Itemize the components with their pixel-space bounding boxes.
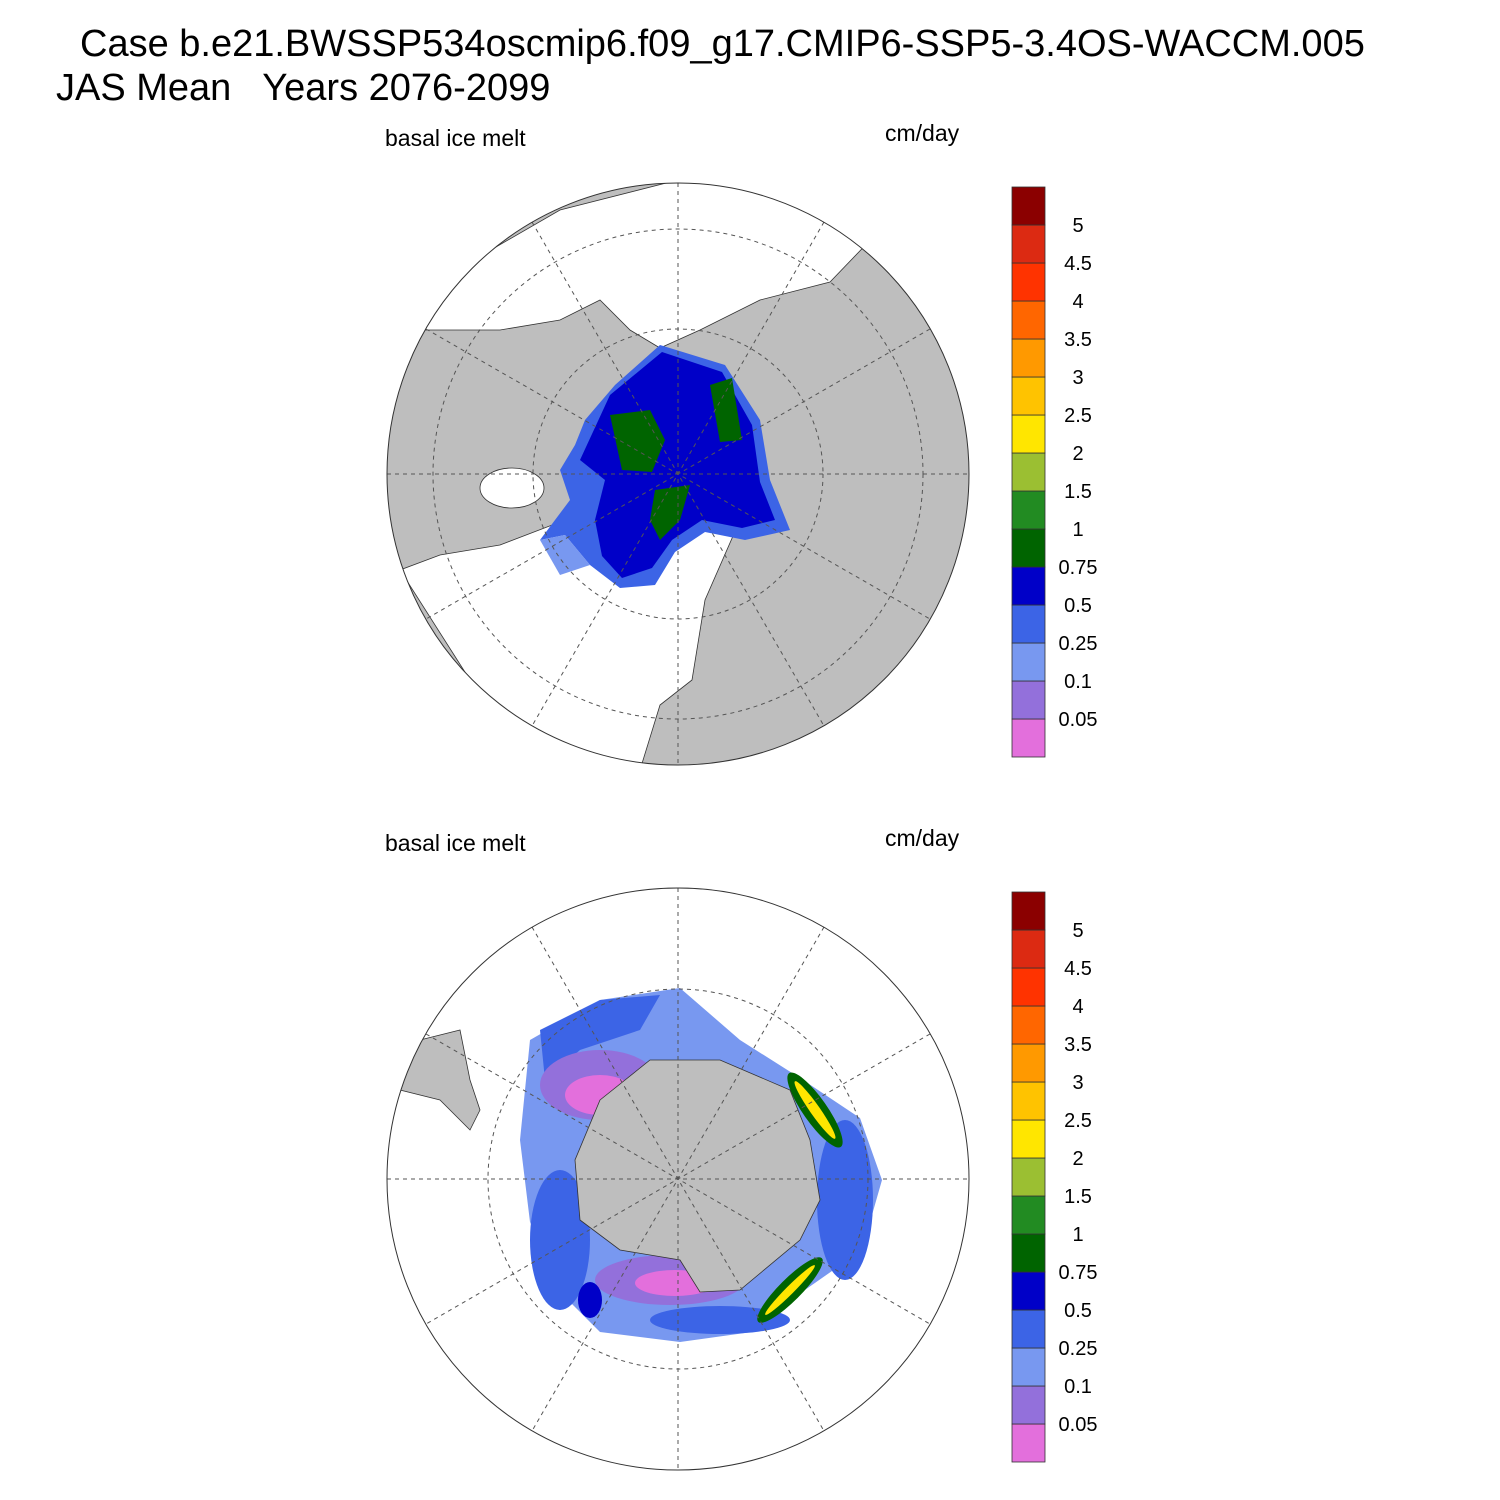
colorbar-label: 4.5 — [1064, 253, 1092, 275]
map-arctic — [387, 183, 969, 765]
colorbar-box — [1011, 262, 1046, 302]
colorbar-box — [1011, 1119, 1046, 1159]
colorbar-box — [1011, 1233, 1046, 1273]
colorbar-label: 2.5 — [1064, 405, 1092, 427]
colorbar-label: 0.75 — [1059, 557, 1098, 579]
subtitle: JAS Mean Years 2076-2099 — [56, 67, 550, 109]
colorbar-label: 0.25 — [1059, 1338, 1098, 1360]
colorbar-label: 1.5 — [1064, 481, 1092, 503]
colorbar-box — [1011, 186, 1046, 226]
left-label: basal ice melt — [385, 830, 526, 856]
colorbar-box — [1011, 642, 1046, 682]
colorbar-box — [1011, 1423, 1046, 1463]
colorbar-label: 4 — [1072, 291, 1083, 313]
colorbar-box — [1011, 1271, 1046, 1311]
colorbar-box — [1011, 680, 1046, 720]
colorbar-box — [1011, 891, 1046, 931]
colorbar-box — [1011, 1005, 1046, 1045]
colorbar-label: 3.5 — [1064, 1034, 1092, 1056]
colorbar-label: 0.05 — [1059, 1414, 1098, 1436]
colorbar-label: 1 — [1072, 519, 1083, 541]
colorbar-box — [1011, 1347, 1046, 1387]
colorbar-box — [1011, 1081, 1046, 1121]
colorbar-label: 5 — [1072, 920, 1083, 942]
colorbar-label: 0.1 — [1064, 671, 1092, 693]
map-antarctic — [387, 888, 969, 1470]
colorbar-label: 4.5 — [1064, 958, 1092, 980]
colorbar-box — [1011, 1043, 1046, 1083]
colorbar-box — [1011, 338, 1046, 378]
colorbar-box — [1011, 300, 1046, 340]
colorbar-box — [1011, 528, 1046, 568]
colorbar-label: 3.5 — [1064, 329, 1092, 351]
title: Case b.e21.BWSSP534oscmip6.f09_g17.CMIP6… — [80, 23, 1365, 65]
colorbar-box — [1011, 490, 1046, 530]
colorbar-box — [1011, 414, 1046, 454]
colorbar-label: 1.5 — [1064, 1186, 1092, 1208]
colorbar-label: 4 — [1072, 996, 1083, 1018]
colorbar-box — [1011, 376, 1046, 416]
colorbar-label: 2.5 — [1064, 1110, 1092, 1132]
colorbar-label: 3 — [1072, 1072, 1083, 1094]
left-label: basal ice melt — [385, 125, 526, 151]
colorbar-box — [1011, 929, 1046, 969]
colorbar-label: 0.1 — [1064, 1376, 1092, 1398]
colorbar-label: 2 — [1072, 1148, 1083, 1170]
colorbar-label: 0.5 — [1064, 1300, 1092, 1322]
colorbar-label: 1 — [1072, 1224, 1083, 1246]
colorbar-label: 0.25 — [1059, 633, 1098, 655]
colorbar-box — [1011, 224, 1046, 264]
colorbar-box — [1011, 1309, 1046, 1349]
colorbar-box — [1011, 967, 1046, 1007]
units-label: cm/day — [885, 120, 960, 146]
colorbar-label: 0.05 — [1059, 709, 1098, 731]
colorbar-box — [1011, 604, 1046, 644]
units-label: cm/day — [885, 825, 960, 851]
colorbar-box — [1011, 452, 1046, 492]
colorbar-box — [1011, 1195, 1046, 1235]
colorbar-box — [1011, 566, 1046, 606]
colorbar-label: 3 — [1072, 367, 1083, 389]
colorbar-label: 0.5 — [1064, 595, 1092, 617]
colorbar-box — [1011, 1385, 1046, 1425]
colorbar-box — [1011, 718, 1046, 758]
colorbar-label: 0.75 — [1059, 1262, 1098, 1284]
colorbar-box — [1011, 1157, 1046, 1197]
colorbar-label: 2 — [1072, 443, 1083, 465]
colorbar-label: 5 — [1072, 215, 1083, 237]
